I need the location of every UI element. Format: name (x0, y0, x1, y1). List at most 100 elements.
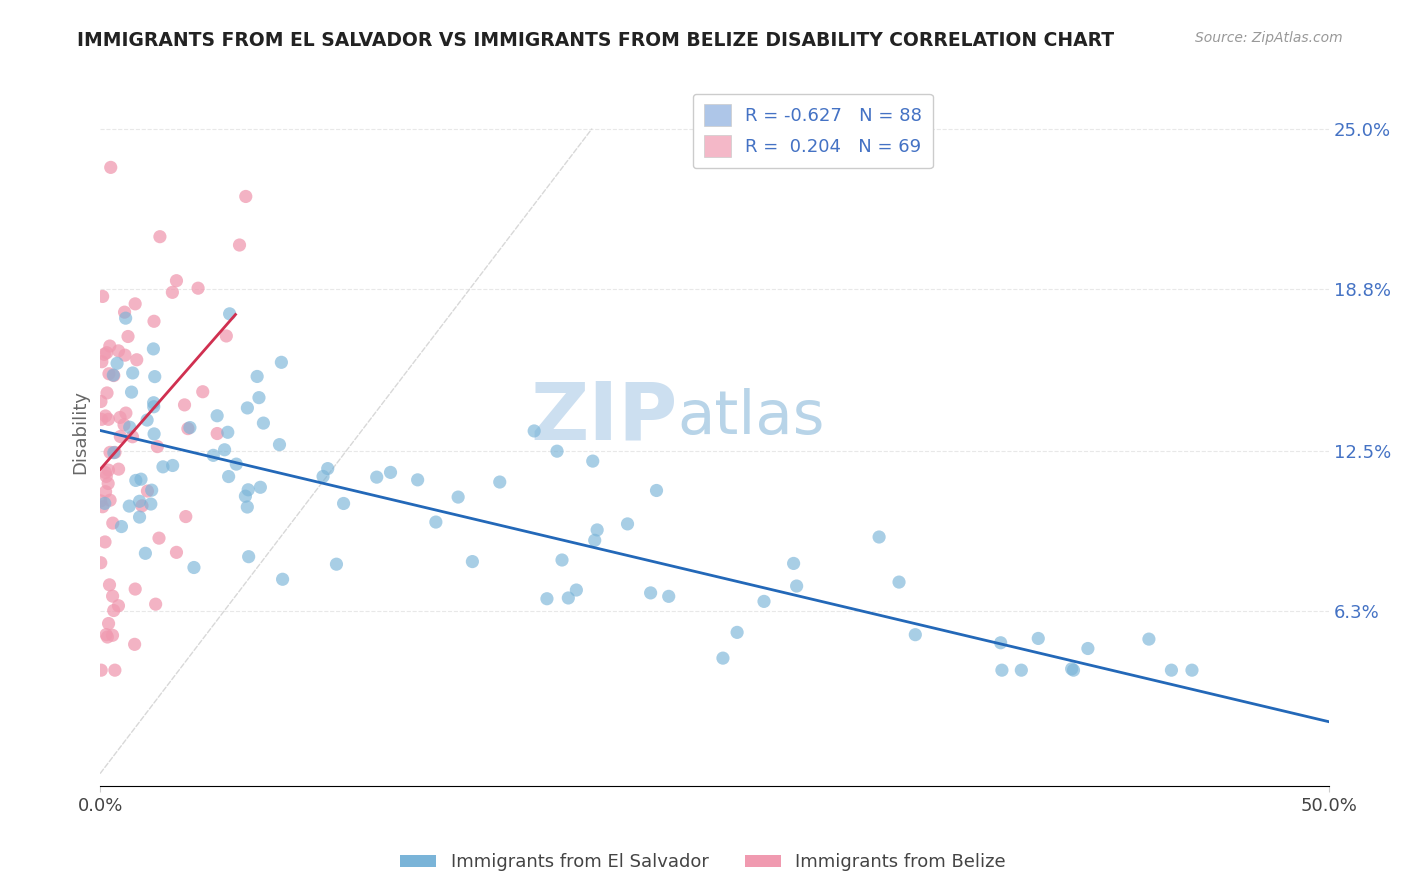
Point (121, 385, 143, 400)
Point (101, 589, 124, 603)
Point (128, 494, 150, 508)
Point (546, 444, 568, 458)
Point (103, 445, 125, 459)
Point (90, 394, 112, 409)
Point (115, 406, 138, 420)
Y-axis label: Disability: Disability (72, 390, 89, 474)
Point (406, 473, 429, 487)
Point (91, 289, 114, 303)
Point (183, 560, 205, 574)
Point (90, 412, 112, 426)
Point (868, 530, 890, 544)
Point (96, 386, 118, 401)
Point (104, 445, 127, 459)
Legend: R = -0.627   N = 88, R =  0.204   N = 69: R = -0.627 N = 88, R = 0.204 N = 69 (693, 94, 934, 169)
Legend: Immigrants from El Salvador, Immigrants from Belize: Immigrants from El Salvador, Immigrants … (392, 847, 1014, 879)
Point (143, 426, 166, 441)
Point (658, 590, 681, 604)
Point (96, 630, 118, 644)
Point (711, 651, 734, 665)
Point (583, 533, 606, 548)
Point (97, 616, 120, 631)
Point (523, 424, 546, 438)
Point (121, 366, 143, 380)
Point (551, 553, 574, 567)
Point (104, 663, 127, 677)
Point (143, 369, 166, 384)
Point (107, 343, 129, 358)
Point (118, 499, 141, 513)
Point (177, 422, 200, 436)
Point (332, 496, 354, 510)
Point (90, 663, 112, 677)
Point (249, 480, 271, 494)
Point (125, 352, 148, 367)
Point (640, 586, 662, 600)
Point (904, 628, 927, 642)
Point (139, 497, 162, 511)
Point (97, 463, 120, 477)
Point (114, 348, 136, 362)
Point (90, 556, 112, 570)
Point (128, 510, 150, 524)
Point (100, 161, 122, 175)
Point (148, 531, 170, 545)
Point (252, 416, 274, 430)
Point (247, 391, 270, 405)
Point (103, 368, 125, 383)
Point (1010, 663, 1032, 677)
Point (235, 189, 257, 203)
Point (146, 440, 169, 454)
Point (1026, 632, 1049, 646)
Point (425, 515, 447, 529)
Point (246, 369, 269, 384)
Point (107, 599, 129, 613)
Point (270, 355, 292, 369)
Point (582, 454, 605, 468)
Point (380, 466, 402, 480)
Point (557, 591, 579, 605)
Point (136, 484, 159, 499)
Point (129, 472, 152, 486)
Point (134, 546, 156, 560)
Point (97, 476, 120, 491)
Point (90, 354, 112, 368)
Point (114, 311, 136, 326)
Point (91, 500, 114, 514)
Point (101, 516, 124, 530)
Point (110, 519, 132, 533)
Point (565, 582, 588, 597)
Point (142, 396, 165, 410)
Point (1181, 663, 1204, 677)
Point (94, 496, 117, 510)
Point (752, 594, 775, 608)
Point (93, 347, 115, 361)
Text: IMMIGRANTS FROM EL SALVADOR VS IMMIGRANTS FROM BELIZE DISABILITY CORRELATION CHA: IMMIGRANTS FROM EL SALVADOR VS IMMIGRANT… (77, 31, 1115, 50)
Point (218, 469, 240, 483)
Point (174, 509, 197, 524)
Point (179, 420, 201, 434)
Point (616, 516, 638, 531)
Point (312, 469, 335, 483)
Point (218, 307, 240, 321)
Point (94, 409, 117, 423)
Point (97, 412, 120, 426)
Point (98, 339, 121, 353)
Point (191, 384, 214, 399)
Point (166, 274, 188, 288)
Point (162, 285, 184, 300)
Point (131, 499, 153, 513)
Point (1077, 641, 1099, 656)
Point (103, 368, 125, 383)
Point (1063, 663, 1085, 677)
Point (782, 557, 804, 571)
Point (366, 470, 388, 484)
Point (143, 314, 166, 328)
Point (447, 490, 470, 504)
Point (225, 457, 247, 471)
Point (1137, 632, 1160, 646)
Point (238, 483, 260, 497)
Point (235, 489, 257, 503)
Point (162, 458, 184, 473)
Point (187, 281, 209, 295)
